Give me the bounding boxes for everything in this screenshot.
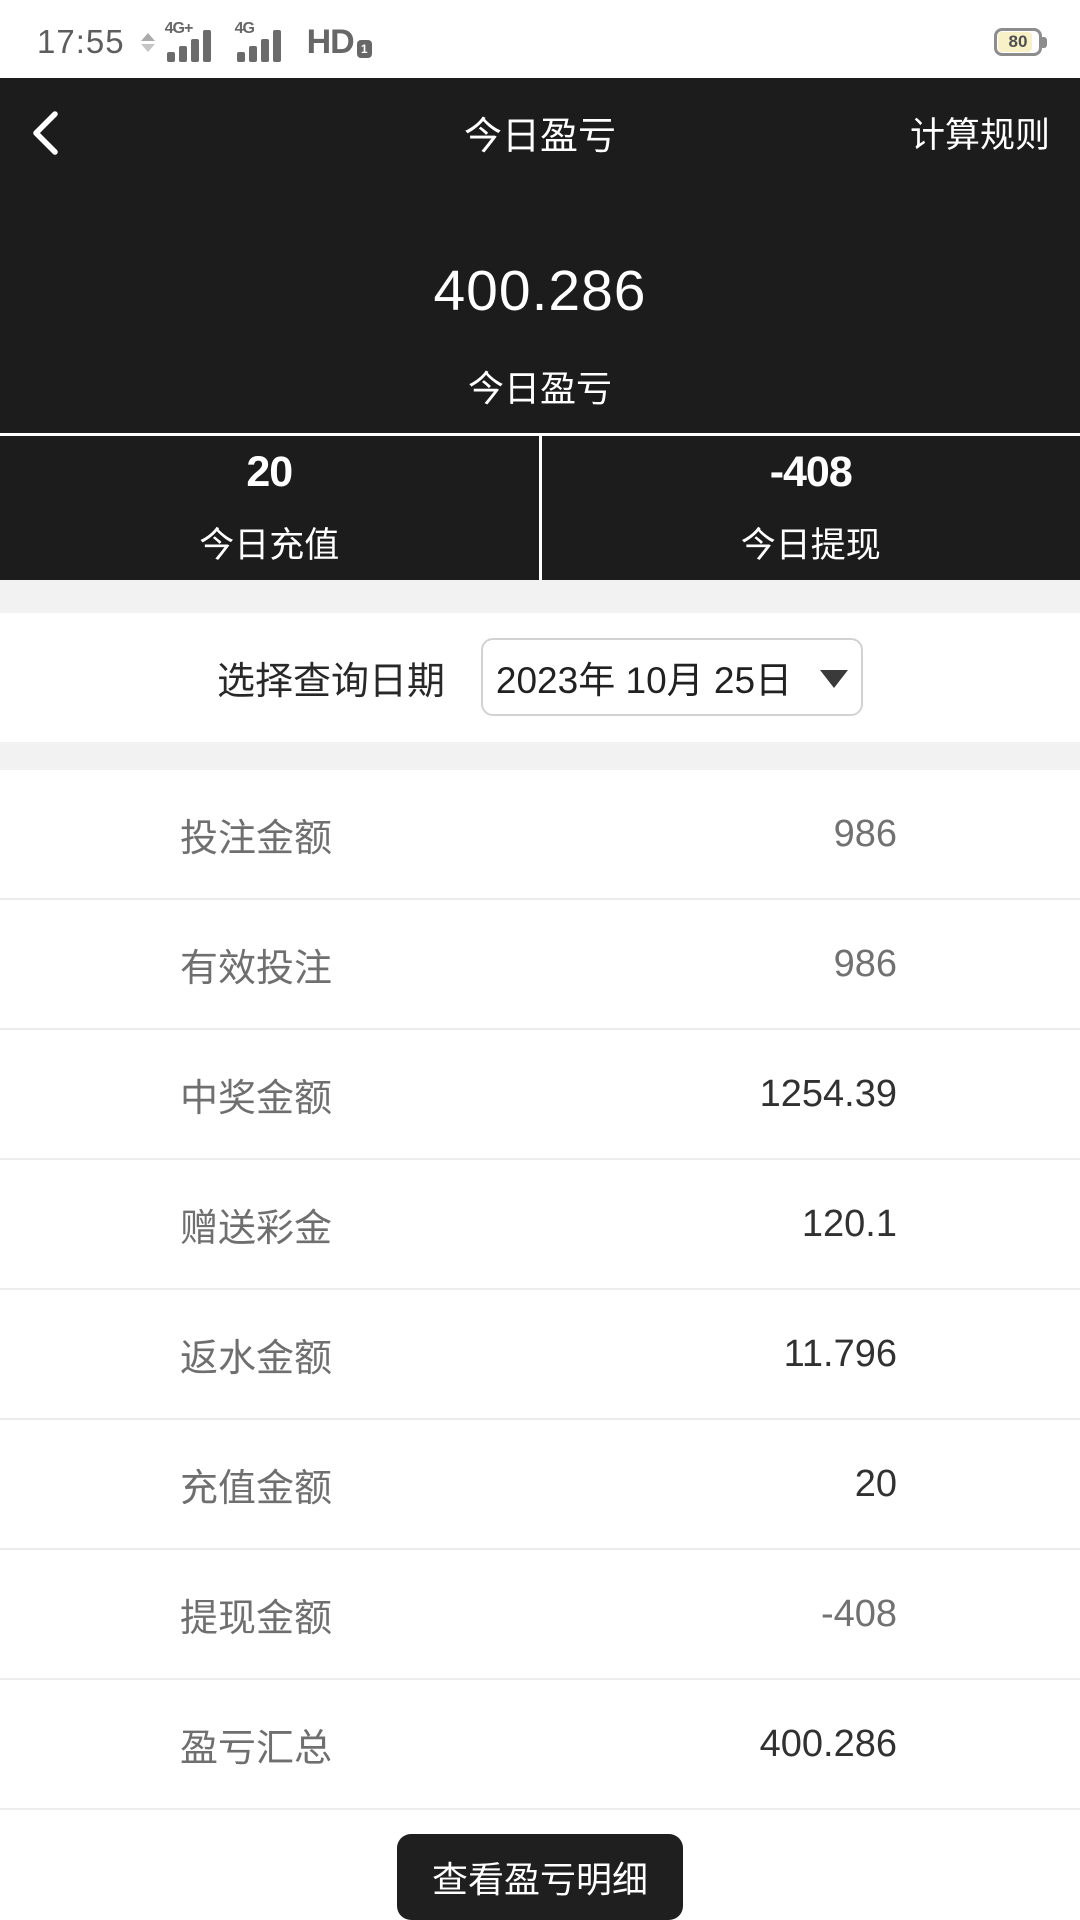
row-label: 返水金额 [180,1337,333,1380]
today-profit-amount: 400.286 [433,258,647,323]
row-label: 充值金额 [180,1467,333,1510]
table-row-rebate: 返水金额 11.796 [0,1290,1080,1420]
view-profit-detail-button[interactable]: 查看盈亏明细 [397,1834,683,1920]
table-row-deposit: 充值金额 20 [0,1420,1080,1550]
today-withdraw-stat: -408 今日提现 [542,436,1080,580]
section-divider [0,580,1080,613]
table-row-bet-amount: 投注金额 986 [0,770,1080,900]
network-type-label: 4G [234,19,255,37]
chevron-left-icon [33,111,58,155]
row-value: 11.796 [783,1332,897,1375]
selected-date: 2023年 10月 25日 [495,660,793,702]
calculation-rules-link[interactable]: 计算规则 [910,78,1050,188]
row-label: 投注金额 [180,817,333,860]
today-deposit-value: 20 [246,448,293,497]
clock: 17:55 [37,22,125,60]
row-label: 盈亏汇总 [180,1727,333,1770]
today-withdraw-value: -408 [769,448,853,497]
page-title: 今日盈亏 [463,116,616,159]
battery-percent: 80 [1008,31,1028,51]
row-value: 1254.39 [759,1072,897,1115]
row-value: 400.286 [759,1722,897,1765]
row-value: 120.1 [801,1202,897,1245]
row-label: 提现金额 [180,1597,333,1640]
signal-strength-icon-sim2: 4G [235,20,295,64]
today-deposit-label: 今日充值 [199,526,340,566]
today-withdraw-label: 今日提现 [740,526,881,566]
sim-number-badge: 1 [356,39,372,58]
date-filter-section: 选择查询日期 2023年 10月 25日 [0,612,1080,742]
caret-down-icon [820,670,849,689]
signal-strength-icon-sim1: 4G+ [165,20,225,64]
date-filter-label: 选择查询日期 [216,660,445,703]
today-deposit-stat: 20 今日充值 [0,436,542,581]
section-divider [0,741,1080,770]
table-row-valid-bet: 有效投注 986 [0,900,1080,1030]
row-value: 986 [833,812,897,855]
row-label: 中奖金额 [180,1077,333,1120]
app-header: 今日盈亏 计算规则 [0,78,1080,188]
battery-fill [998,31,1032,52]
row-label: 赠送彩金 [180,1207,333,1250]
row-value: 986 [833,942,897,985]
network-type-label: 4G+ [164,19,194,37]
data-transfer-icon [140,33,155,53]
back-button[interactable] [30,78,100,188]
table-row-winnings: 中奖金额 1254.39 [0,1030,1080,1160]
status-bar: 17:55 4G+ 4G HD 1 80 [0,0,1080,78]
table-row-withdraw: 提现金额 -408 [0,1550,1080,1680]
today-profit-label: 今日盈亏 [467,367,612,409]
hd-volte-icon: HD 1 [307,25,372,59]
hero-panel: 今日盈亏 计算规则 400.286 今日盈亏 [0,77,1080,434]
stats-row: 20 今日充值 -408 今日提现 [0,433,1080,581]
table-row-bonus: 赠送彩金 120.1 [0,1160,1080,1290]
date-dropdown[interactable]: 2023年 10月 25日 [481,638,863,717]
table-row-total: 盈亏汇总 400.286 [0,1680,1080,1810]
row-value: 20 [854,1462,897,1505]
row-value: -408 [820,1592,897,1635]
battery-icon: 80 [994,27,1047,56]
summary-table: 投注金额 986 有效投注 986 中奖金额 1254.39 赠送彩金 120.… [0,770,1080,1810]
row-label: 有效投注 [180,947,333,990]
footer: 查看盈亏明细 [0,1810,1080,1920]
